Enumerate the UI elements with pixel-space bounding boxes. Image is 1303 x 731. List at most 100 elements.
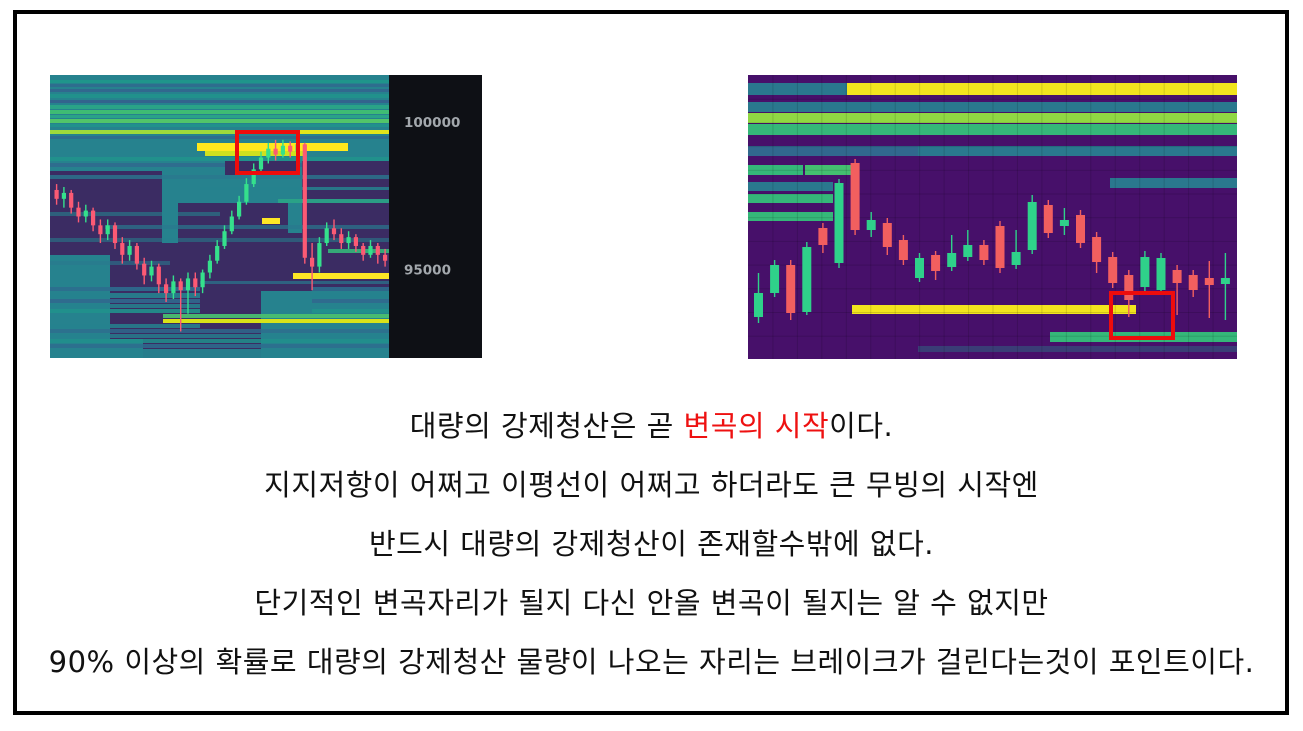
candle-body [310, 257, 315, 267]
candle-body [164, 284, 169, 294]
liquidation-band [50, 110, 389, 114]
candle-body [280, 145, 285, 155]
liquidation-band [50, 324, 200, 328]
caption-segment: 90% 이상의 확률로 대량의 강제청산 물량이 나오는 자리는 브레이크가 걸… [48, 645, 1255, 679]
candle-body [127, 245, 132, 255]
candle-body [302, 144, 307, 258]
candle-body [83, 210, 88, 217]
candle-wick [180, 278, 182, 332]
candle-body [120, 243, 125, 255]
candle-body [98, 225, 103, 235]
liquidation-band [50, 212, 220, 216]
liquidation-band [278, 199, 389, 203]
liquidation-band [50, 287, 200, 291]
candle-body [91, 210, 96, 226]
candle-body [105, 225, 110, 235]
candle-body [288, 145, 293, 152]
liquidation-band [50, 261, 170, 265]
grid-line [1163, 75, 1165, 359]
grid-line [772, 75, 774, 359]
candle-body [1220, 278, 1230, 284]
candle-body [898, 240, 908, 260]
annotation-box [1109, 291, 1175, 340]
candle-body [818, 228, 828, 245]
liquidation-band [50, 175, 389, 179]
liquidation-band [50, 344, 389, 348]
candle-body [156, 266, 161, 285]
liquidation-band [205, 151, 305, 156]
liquidation-band [262, 218, 280, 224]
candle-body [375, 245, 380, 255]
candle-body [1059, 220, 1069, 226]
grid-line [1041, 75, 1043, 359]
grid-line [748, 288, 1237, 290]
candle-body [1011, 252, 1021, 265]
caption-line: 대량의 강제청산은 곧 변곡의 시작이다. [0, 397, 1303, 456]
candle-body [770, 265, 780, 293]
candle-body [185, 278, 191, 291]
liquidation-band [50, 339, 389, 343]
grid-line [748, 217, 1237, 219]
liquidation-band [748, 182, 833, 191]
liquidation-band [50, 94, 389, 98]
candle-body [1172, 270, 1182, 283]
candle-body [866, 220, 876, 230]
candle-body [193, 278, 198, 288]
candle-body [802, 247, 812, 312]
grid-line [1090, 75, 1092, 359]
candle-body [331, 228, 337, 235]
liquidation-band [50, 329, 389, 333]
grid-line [1065, 75, 1067, 359]
candle-body [361, 245, 366, 255]
candle-body [324, 228, 329, 244]
candle-body [979, 245, 989, 260]
liquidation-band [50, 84, 389, 87]
liquidation-band [50, 309, 200, 313]
liquidation-band [50, 124, 389, 127]
grid-line [1139, 75, 1141, 359]
liquidation-band [918, 146, 1237, 156]
candle-body [1140, 257, 1150, 287]
liquidation-band [328, 249, 389, 253]
grid-line [748, 169, 1237, 171]
liquidation-band [197, 143, 348, 151]
caption-segment: 반드시 대량의 강제청산이 존재할수밖에 없다. [368, 527, 934, 561]
candle-body [54, 189, 59, 199]
candle-body [317, 243, 322, 267]
liquidation-band [748, 165, 803, 175]
price-axis-panel [389, 75, 482, 358]
candle-body [963, 245, 973, 257]
liquidation-band [748, 194, 833, 203]
candle-body [207, 260, 212, 273]
liquidation-band [805, 165, 852, 175]
candle-wick [187, 272, 189, 314]
caption-segment: 단기적인 변곡자리가 될지 다신 안올 변곡이 될지는 알 수 없지만 [254, 586, 1049, 620]
liquidation-band [748, 146, 918, 156]
candle-body [1156, 258, 1166, 290]
candle-body [215, 245, 220, 261]
liquidation-band [302, 161, 389, 233]
liquidation-band [50, 334, 389, 338]
candle-body [76, 207, 81, 217]
liquidation-band [50, 304, 200, 308]
liquidation-band [50, 130, 300, 134]
candle-body [882, 223, 892, 247]
liquidation-band [163, 314, 389, 318]
grid-line [943, 75, 945, 359]
caption-line: 반드시 대량의 강제청산이 존재할수밖에 없다. [0, 515, 1303, 574]
liquidation-band [50, 105, 389, 109]
grid-line [748, 146, 1237, 148]
liquidation-band [748, 102, 1237, 112]
liquidation-band [293, 273, 389, 279]
grid-line [894, 75, 896, 359]
liquidation-band [200, 281, 389, 284]
candle-body [61, 192, 66, 199]
grid-line [748, 264, 1237, 266]
liquidation-band [50, 100, 389, 103]
candle-body [200, 272, 205, 288]
candle-body [368, 245, 373, 255]
caption-block: 대량의 강제청산은 곧 변곡의 시작이다. 지지저항이 어쩌고 이평선이 어쩌고 … [0, 397, 1303, 692]
liquidation-heatmap-chart: 100000 95000 [50, 75, 482, 358]
candle-body [222, 231, 227, 246]
